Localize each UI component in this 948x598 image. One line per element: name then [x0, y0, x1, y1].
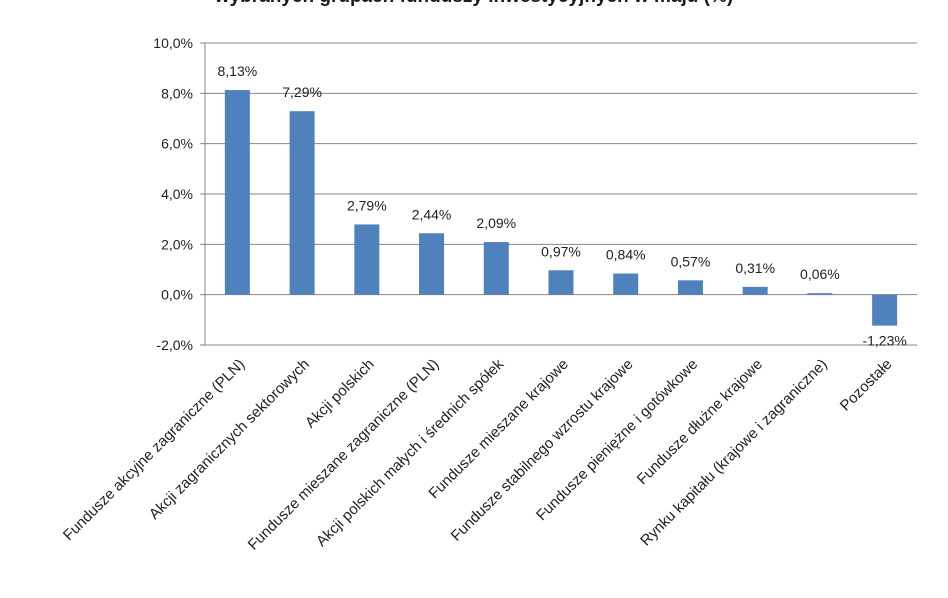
bar	[548, 270, 574, 295]
x-category-label: Fundusze dłużne krajowe	[634, 356, 766, 488]
x-axis-category-labels: Fundusze akcyjne zagraniczne (PLN)Akcji …	[60, 355, 896, 553]
bars	[224, 90, 898, 326]
bar	[224, 90, 250, 295]
bar	[677, 280, 703, 295]
y-tick-label: 10,0%	[153, 35, 193, 51]
x-category-label: Fundusze mieszane krajowe	[425, 356, 571, 502]
data-label: 0,57%	[671, 253, 711, 269]
y-axis-tick-labels: 10,0% 8,0% 6,0% 4,0% 2,0% 0,0% -2,0%	[153, 35, 193, 353]
y-tick-label: 6,0%	[161, 136, 193, 152]
bar	[354, 224, 380, 295]
gridlines	[200, 42, 917, 346]
data-label: 0,84%	[606, 247, 646, 263]
y-tick-label: 4,0%	[161, 186, 193, 202]
data-label: 0,97%	[541, 243, 581, 259]
chart-title: wybranych grupach funduszy inwestycyjnyc…	[0, 0, 948, 8]
bar	[872, 294, 898, 326]
bar	[613, 273, 639, 295]
data-label: 8,13%	[218, 63, 258, 79]
data-label: 7,29%	[282, 84, 322, 100]
data-label: 2,44%	[412, 206, 452, 222]
y-tick-label: 2,0%	[161, 236, 193, 252]
x-category-label: Pozostałe	[837, 356, 896, 415]
data-label: 0,31%	[735, 260, 775, 276]
bar	[289, 111, 315, 295]
data-label: 2,09%	[476, 215, 516, 231]
data-labels: 8,13% 7,29% 2,79% 2,44% 2,09% 0,97% 0,84% 0,57%…	[218, 63, 907, 349]
data-label: 0,06%	[800, 266, 840, 282]
bar	[807, 293, 833, 295]
bar	[483, 242, 509, 295]
y-tick-label: 0,0%	[161, 287, 193, 303]
y-tick-label: 8,0%	[161, 85, 193, 101]
y-tick-label: -2,0%	[156, 337, 193, 353]
data-label: -1,23%	[862, 333, 906, 349]
bar	[742, 286, 768, 295]
bar	[419, 233, 445, 295]
data-label: 2,79%	[347, 197, 387, 213]
